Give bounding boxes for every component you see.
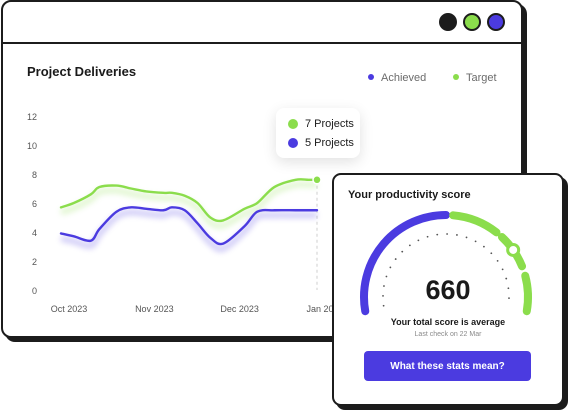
maximize-control[interactable] — [487, 13, 505, 31]
gauge-segment-target — [521, 271, 532, 316]
gauge-track-dot — [408, 244, 411, 247]
x-tick-label: Nov 2023 — [135, 304, 174, 314]
series-line-achieved — [59, 206, 319, 246]
gauge-track-dot — [496, 259, 499, 262]
gauge-track-dot — [474, 240, 477, 243]
gauge-track-dot — [483, 245, 485, 248]
card-title: Your productivity score — [348, 189, 471, 201]
gauge-track-dot — [394, 258, 397, 260]
gauge-track-dot — [417, 239, 420, 242]
last-check-text: Last check on 22 Mar — [414, 331, 482, 338]
tooltip-label: 7 Projects — [305, 118, 354, 130]
gauge-track-dot — [436, 233, 439, 236]
gauge-track-dot — [385, 275, 388, 278]
gauge-track-dot — [382, 304, 385, 307]
tooltip-row-achieved: 5 Projects — [288, 137, 354, 149]
legend-target[interactable]: Target — [453, 72, 497, 84]
x-tick-label: Oct 2023 — [51, 304, 88, 314]
dashboard-window — [1, 0, 523, 338]
tooltip-label: 5 Projects — [305, 137, 354, 149]
series-shadow — [60, 181, 317, 229]
minimize-control[interactable] — [463, 13, 481, 31]
window-titlebar — [3, 2, 521, 44]
tooltip-dot-icon — [288, 119, 298, 129]
y-tick-label: 0 — [32, 286, 37, 296]
gauge-track-dot — [446, 233, 448, 235]
x-tick-label: Jan 2023 — [306, 304, 343, 314]
tooltip-row-target: 7 Projects — [288, 118, 354, 130]
gauge-track-dot — [426, 235, 429, 238]
gauge-knob[interactable] — [506, 242, 521, 257]
legend-dot-icon — [453, 74, 459, 80]
tooltip-dot-icon — [288, 138, 298, 148]
chart-tooltip: 7 Projects 5 Projects — [276, 108, 360, 158]
legend-achieved[interactable]: Achieved — [368, 72, 426, 84]
x-tick-label: Dec 2023 — [220, 304, 259, 314]
gauge-segment-target — [449, 211, 501, 237]
y-tick-label: 10 — [27, 141, 37, 151]
gauge-track-dot — [389, 266, 392, 269]
gauge-segment-achieved — [360, 211, 450, 316]
gauge-track-dot — [508, 297, 510, 299]
gauge-track-dot — [501, 268, 504, 271]
y-tick-label: 8 — [32, 170, 37, 180]
legend-label: Achieved — [381, 72, 427, 84]
gauge-track-dot — [456, 234, 458, 236]
stats-info-button[interactable]: What these stats mean? — [364, 351, 531, 381]
productivity-card: Your productivity score 660 Your total s… — [332, 173, 564, 406]
y-tick-label: 6 — [32, 199, 37, 209]
series-line-target — [59, 178, 319, 223]
y-tick-label: 4 — [32, 228, 37, 238]
gauge-track-dot — [382, 295, 384, 297]
legend-label: Target — [466, 72, 497, 84]
gauge-track-dot — [465, 236, 468, 239]
gauge-track-dot — [505, 277, 508, 280]
legend-dot-icon — [368, 74, 374, 80]
chart-title: Project Deliveries — [27, 64, 137, 79]
score-gauge — [360, 211, 532, 316]
score-value: 660 — [425, 275, 471, 305]
close-control[interactable] — [439, 13, 457, 31]
gauge-track-dot — [401, 250, 404, 253]
gauge-track-dot — [507, 287, 510, 290]
series-shadow — [60, 209, 317, 253]
gauge-track-dot — [490, 252, 493, 255]
highlight-point[interactable] — [312, 175, 322, 185]
y-tick-label: 12 — [27, 112, 37, 122]
y-tick-label: 2 — [32, 257, 37, 267]
gauge-track-dot — [383, 285, 385, 287]
score-summary: Your total score is average — [390, 317, 506, 327]
